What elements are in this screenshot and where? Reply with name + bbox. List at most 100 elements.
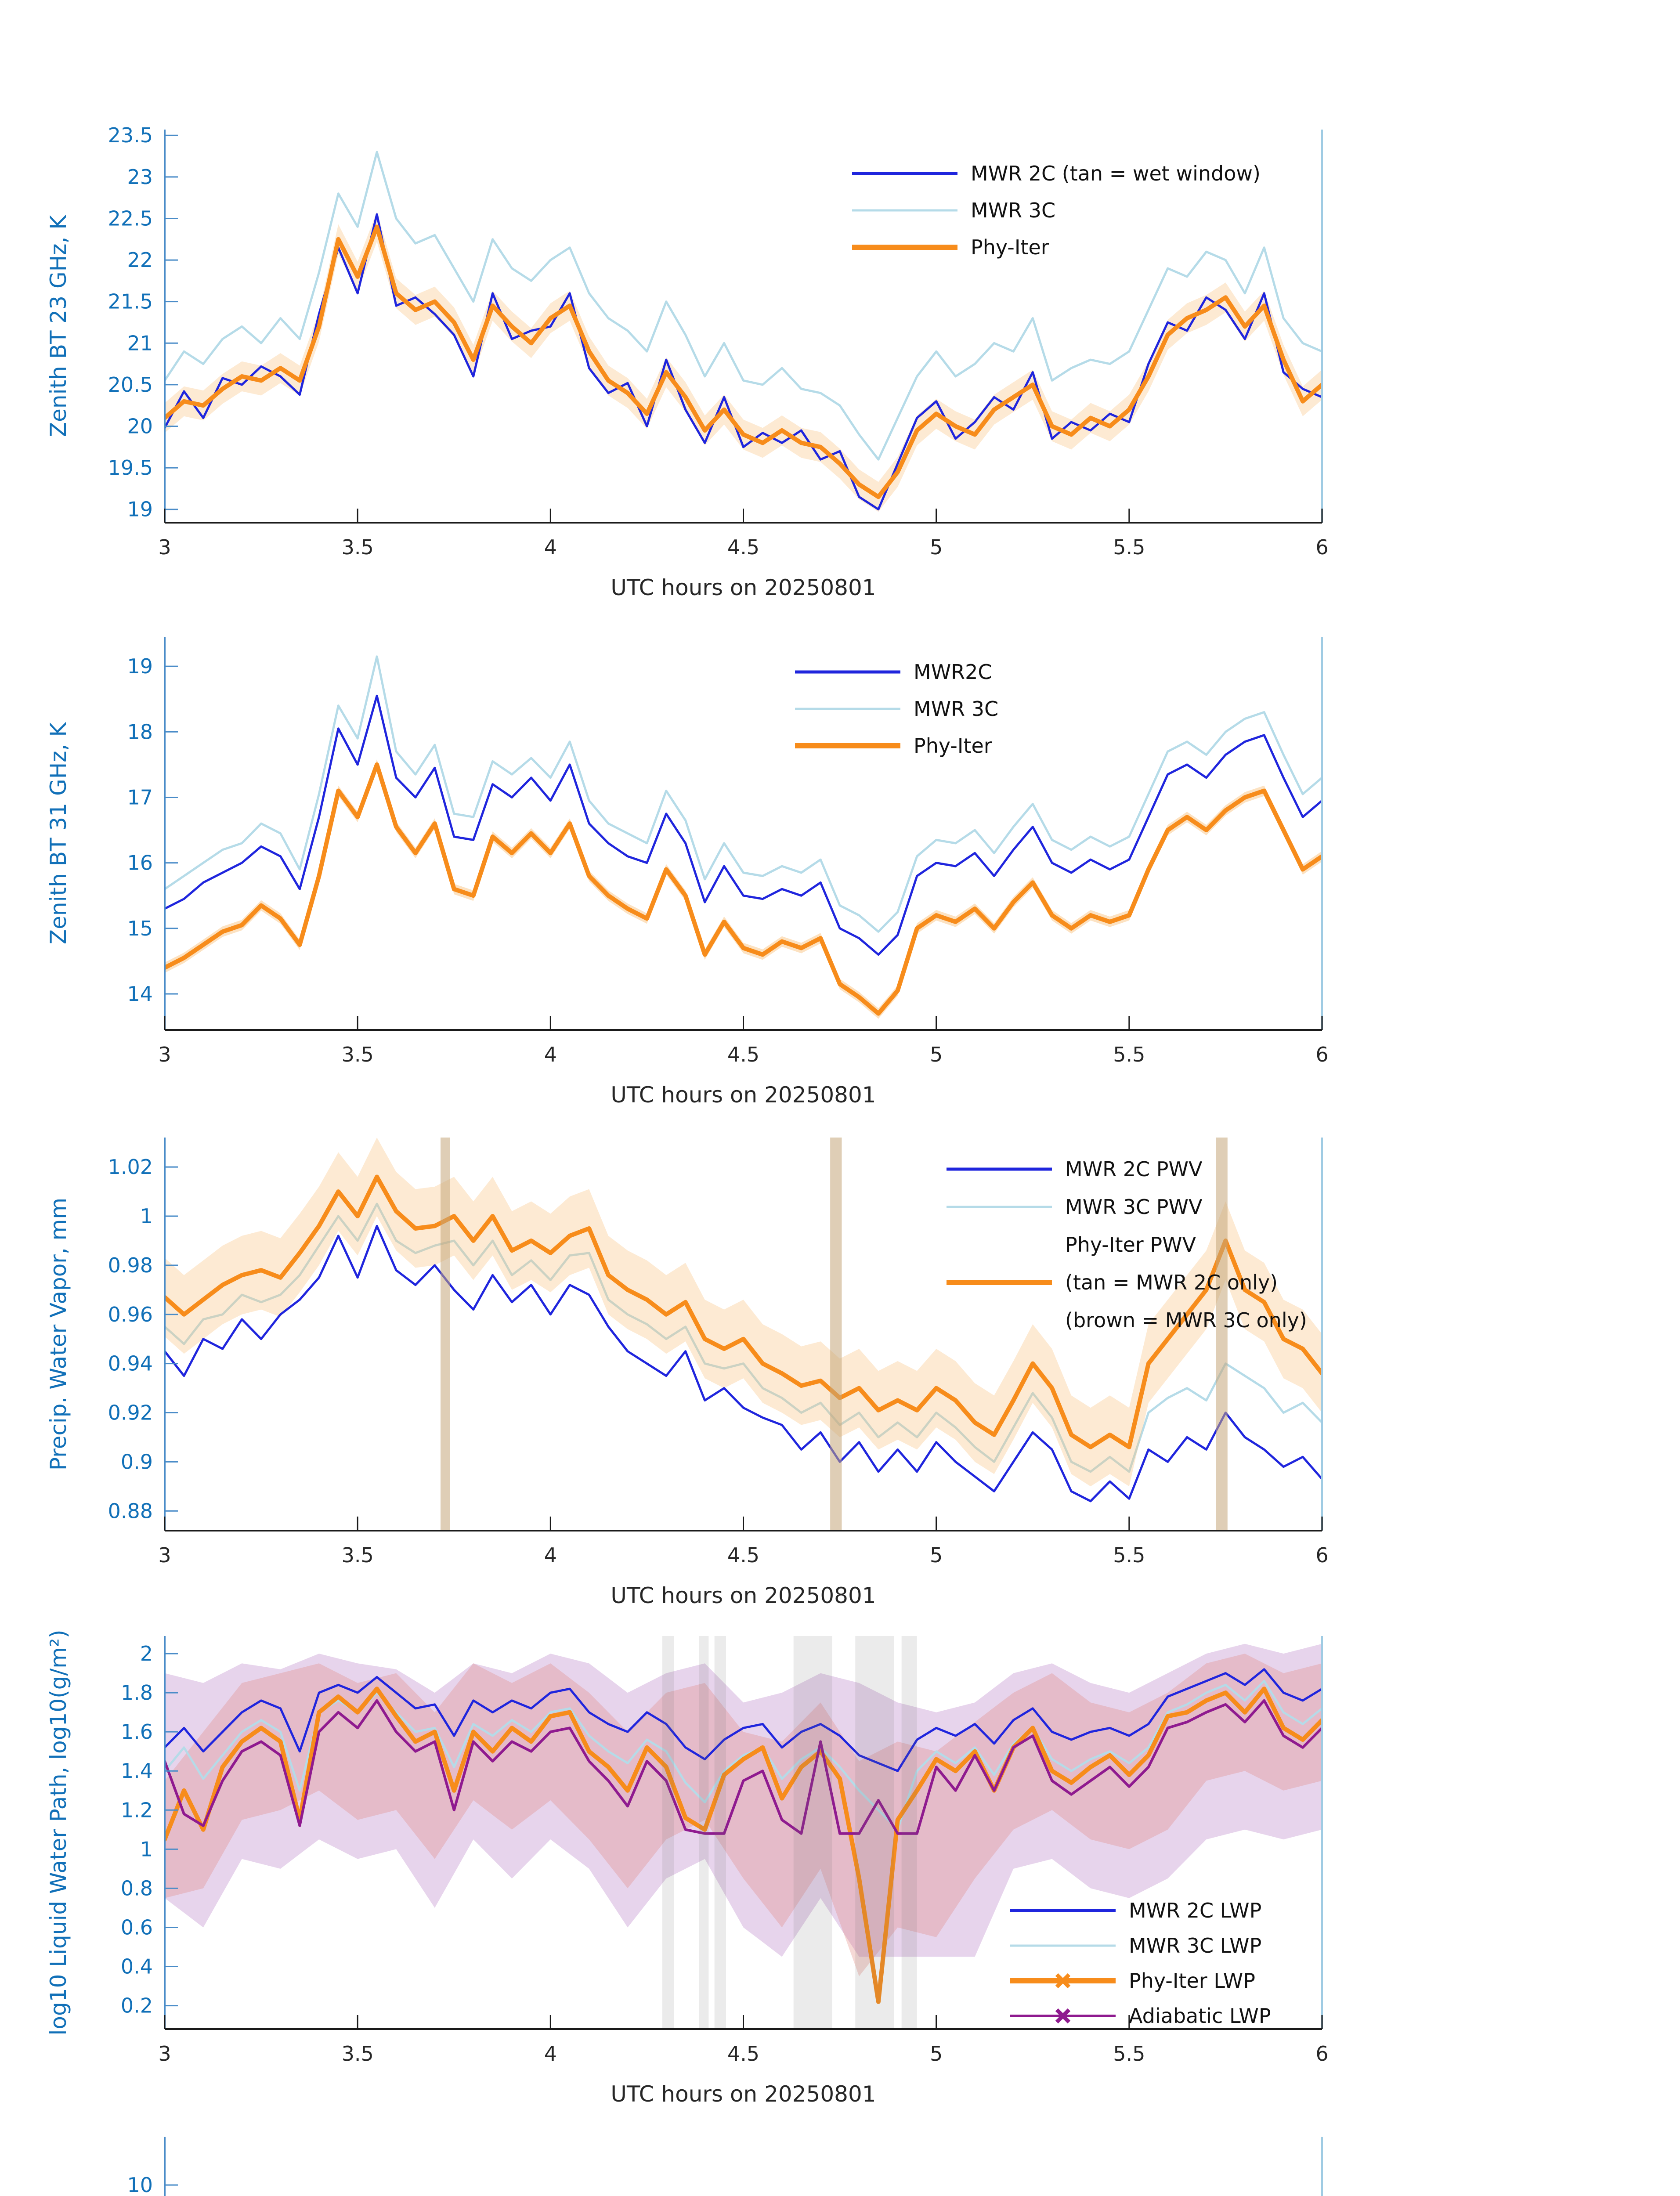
- y-tick-label: 0.4: [121, 1955, 153, 1979]
- x-tick-label: 3: [158, 535, 171, 559]
- mwr-3c-only-band: [1216, 1138, 1228, 1531]
- y-tick-label: 19.5: [108, 456, 153, 480]
- x-tick-label: 5: [930, 2042, 943, 2066]
- y-tick-label: 1.6: [121, 1720, 153, 1744]
- y-axis-label: Zenith BT 23 GHz, K: [46, 215, 71, 437]
- y-tick-label: 17: [127, 785, 153, 809]
- legend-label: MWR 2C PWV: [1065, 1157, 1203, 1181]
- y-tick-label: 15: [127, 917, 153, 940]
- mwr-3c-line: [165, 655, 1322, 933]
- y-tick-label: 0.6: [121, 1915, 153, 1939]
- y-tick-label: 0.92: [108, 1401, 153, 1425]
- legend-label: MWR 3C PWV: [1065, 1195, 1203, 1219]
- y-tick-label: 1: [140, 1204, 153, 1228]
- x-tick-label: 3.5: [342, 2042, 374, 2066]
- y-axis-label: Precip. Water Vapor, mm: [46, 1198, 71, 1470]
- x-tick-label: 5: [930, 535, 943, 559]
- y-tick-label: 19: [127, 498, 153, 521]
- y-tick-label: 20.5: [108, 373, 153, 397]
- flagged-interval: [714, 1636, 726, 2029]
- adiabatic-lwp-line: [165, 1699, 1322, 1835]
- phy-iter-line: [165, 762, 1322, 1016]
- pwv-uncertainty-band: [165, 1138, 1322, 1487]
- legend-label: MWR2C: [914, 660, 992, 684]
- x-tick-label: 5: [930, 1543, 943, 1567]
- x-tick-label: 4: [544, 535, 557, 559]
- x-tick-label: 4: [544, 1543, 557, 1567]
- mwr-2c-line: [165, 213, 1322, 511]
- x-tick-label: 4: [544, 1043, 557, 1066]
- legend-label: MWR 2C (tan = wet window): [971, 162, 1261, 185]
- legend-x-marker-icon: [1055, 1973, 1071, 1989]
- legend-label: MWR 3C: [914, 697, 998, 721]
- x-tick-label: 3: [158, 1043, 171, 1066]
- phy-iter-pwv-line: [165, 1174, 1322, 1449]
- y-tick-label: 0.96: [108, 1303, 153, 1326]
- panel-plot-zenith-bt-23: [165, 151, 1322, 512]
- legend-label: Adiabatic LWP: [1129, 2004, 1271, 2028]
- x-tick-label: 5.5: [1113, 1043, 1145, 1066]
- x-tick-label: 6: [1315, 2042, 1328, 2066]
- x-axis-label: UTC hours on 20250801: [611, 575, 876, 600]
- legend-x-marker-icon: [1055, 2008, 1071, 2024]
- x-tick-label: 5.5: [1113, 535, 1145, 559]
- legend-label: (brown = MWR 3C only): [1065, 1308, 1307, 1332]
- legend-label: Phy-Iter LWP: [1129, 1969, 1255, 1993]
- x-axis-label: UTC hours on 20250801: [611, 2081, 876, 2107]
- y-axis-label: Zenith BT 31 GHz, K: [46, 722, 71, 944]
- y-tick-label: 0.88: [108, 1499, 153, 1523]
- y-tick-label: 1.8: [121, 1681, 153, 1705]
- x-axis-label: UTC hours on 20250801: [611, 1583, 876, 1608]
- y-tick-label: 1.2: [121, 1798, 153, 1822]
- legend-label: (tan = MWR 2C only): [1065, 1271, 1278, 1294]
- mwr-3c-line: [165, 151, 1322, 461]
- y-tick-label: 23: [127, 165, 153, 189]
- panel-plot-lwp: [165, 1636, 1322, 2029]
- y-tick-label: 1: [140, 1837, 153, 1861]
- legend-label: MWR 2C LWP: [1129, 1899, 1261, 1922]
- y-axis-label: log10 Liquid Water Path, log10(g/m²): [46, 1630, 71, 2036]
- y-tick-label: 21: [127, 331, 153, 355]
- y-tick-label: 18: [127, 720, 153, 744]
- y-tick-label: 22.5: [108, 206, 153, 230]
- x-tick-label: 5.5: [1113, 1543, 1145, 1567]
- y-tick-label: 1.4: [121, 1759, 153, 1783]
- y-tick-label: 16: [127, 851, 153, 875]
- legend-label: Phy-Iter PWV: [1065, 1233, 1196, 1257]
- y-tick-label: 21.5: [108, 290, 153, 314]
- y-tick-label: 14: [127, 982, 153, 1006]
- mwr-3c-only-band: [441, 1138, 450, 1531]
- y-tick-label: 0.94: [108, 1352, 153, 1376]
- y-tick-label: 19: [127, 654, 153, 678]
- y-tick-label: 10: [127, 2173, 153, 2196]
- x-tick-label: 4.5: [727, 1543, 759, 1567]
- x-tick-label: 4: [544, 2042, 557, 2066]
- legend-label: MWR 3C LWP: [1129, 1934, 1261, 1958]
- mwr-2c-pwv-line: [165, 1224, 1322, 1503]
- x-tick-label: 4.5: [727, 2042, 759, 2066]
- adiabatic-uncertainty: [165, 1643, 1322, 1957]
- panel-plot-zenith-bt-31: [165, 655, 1322, 1019]
- x-tick-label: 3.5: [342, 1043, 374, 1066]
- legend-label: Phy-Iter: [914, 734, 992, 758]
- flagged-interval: [855, 1636, 894, 2029]
- panel-plot-pwv: [165, 1138, 1322, 1531]
- x-tick-label: 6: [1315, 1043, 1328, 1066]
- x-tick-label: 3.5: [342, 1543, 374, 1567]
- mwr-3c-pwv-line: [165, 1203, 1322, 1473]
- flagged-interval: [662, 1636, 674, 2029]
- mwr-3c-only-band: [830, 1138, 842, 1531]
- flagged-interval: [901, 1636, 917, 2029]
- y-tick-label: 0.98: [108, 1253, 153, 1277]
- mwr-2c-line: [165, 694, 1322, 956]
- x-tick-label: 3: [158, 2042, 171, 2066]
- x-tick-label: 5.5: [1113, 2042, 1145, 2066]
- flagged-interval: [793, 1636, 832, 2029]
- x-axis-label: UTC hours on 20250801: [611, 1082, 876, 1108]
- phy-iter-line: [165, 224, 1322, 499]
- y-tick-label: 22: [127, 248, 153, 272]
- y-tick-label: 23.5: [108, 123, 153, 147]
- x-tick-label: 4.5: [727, 1043, 759, 1066]
- x-tick-label: 5: [930, 1043, 943, 1066]
